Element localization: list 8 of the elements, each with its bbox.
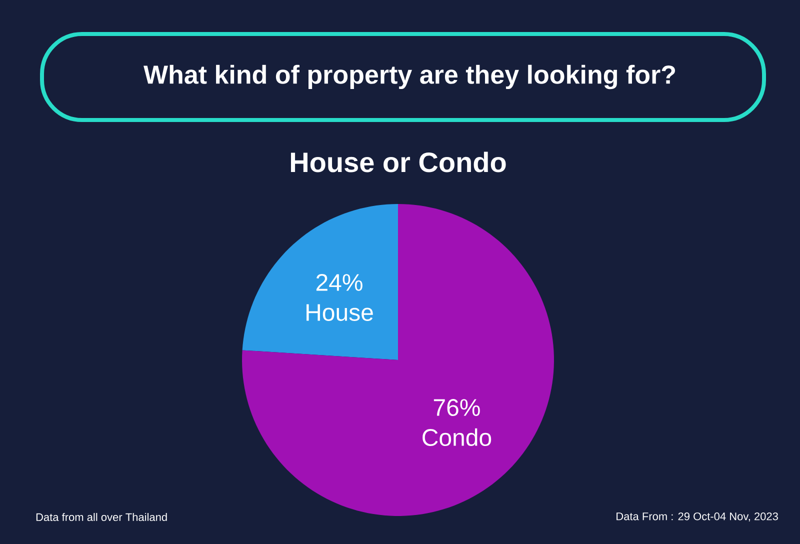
chart-subtitle: House or Condo: [290, 152, 506, 172]
data-label: 76%: [434, 399, 480, 416]
data-label: 24%: [316, 274, 362, 291]
text: Data from all over Thailand: [36, 512, 167, 522]
slice-label: Condo: [422, 428, 492, 446]
chart-title: What kind of property are they looking for?: [144, 64, 676, 90]
slice-label: House: [306, 304, 373, 321]
text: Data From : 29 Oct-04 Nov, 2023: [616, 512, 778, 522]
